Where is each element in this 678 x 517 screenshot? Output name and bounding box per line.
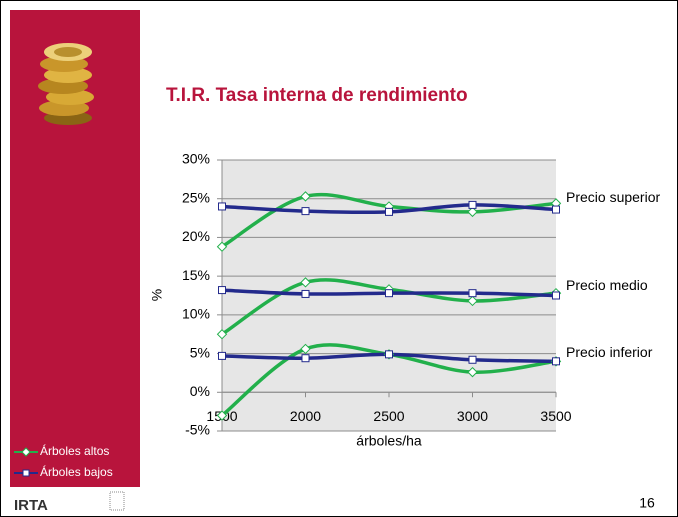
y-tick-label: 5% xyxy=(190,344,210,360)
x-tick-label: 3000 xyxy=(457,408,488,424)
point xyxy=(386,290,393,297)
y-tick-label: -5% xyxy=(185,422,210,438)
x-tick-label: 3500 xyxy=(540,408,571,424)
curve-label: Precio superior xyxy=(566,189,660,205)
legend-label: Árboles altos xyxy=(40,443,109,458)
point xyxy=(553,206,560,213)
point xyxy=(302,208,309,215)
logo: IRTA xyxy=(14,497,48,514)
y-tick-label: 10% xyxy=(182,306,210,322)
y-tick-label: 15% xyxy=(182,267,210,283)
curve-label: Precio medio xyxy=(566,277,648,293)
y-tick-label: 30% xyxy=(182,151,210,167)
y-axis-label: % xyxy=(149,289,165,301)
legend-marker xyxy=(23,470,29,476)
point xyxy=(386,208,393,215)
point xyxy=(302,290,309,297)
x-tick-label: 2500 xyxy=(373,408,404,424)
slide: T.I.R. Tasa interna de rendimiento -5% 0%… xyxy=(0,0,678,517)
point xyxy=(469,356,476,363)
point xyxy=(386,351,393,358)
point xyxy=(469,290,476,297)
y-tick-label: 25% xyxy=(182,189,210,205)
point xyxy=(302,355,309,362)
point xyxy=(553,292,560,299)
x-axis-label: árboles/ha xyxy=(356,433,422,449)
x-tick-label: 2000 xyxy=(290,408,321,424)
chart-title: T.I.R. Tasa interna de rendimiento xyxy=(166,85,468,106)
point xyxy=(219,352,226,359)
y-tick-label: 0% xyxy=(190,383,210,399)
y-tick-label: 20% xyxy=(182,228,210,244)
page-number: 16 xyxy=(639,495,655,511)
point xyxy=(553,358,560,365)
point xyxy=(219,287,226,294)
point xyxy=(219,203,226,210)
point xyxy=(469,201,476,208)
curve-label: Precio inferior xyxy=(566,344,653,360)
legend-label: Árboles bajos xyxy=(40,464,113,479)
